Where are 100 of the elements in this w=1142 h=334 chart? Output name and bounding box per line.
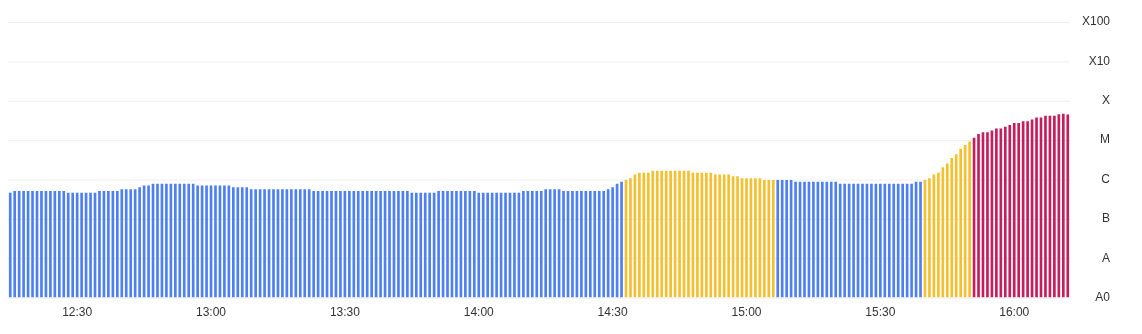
text: C: [1101, 171, 1111, 186]
bar: [124, 189, 128, 298]
bar: [348, 191, 351, 298]
bar: [1053, 115, 1056, 298]
bar: [887, 183, 891, 298]
bar: [655, 170, 659, 298]
bar: [98, 191, 101, 298]
bar: [71, 192, 75, 298]
x-tick-label: 12:30: [62, 305, 93, 320]
bar: [852, 183, 855, 298]
bar: [522, 191, 525, 298]
bar: [651, 170, 655, 298]
text: X: [1101, 93, 1110, 108]
bar: [423, 192, 427, 298]
bar: [999, 128, 1003, 298]
bar: [414, 192, 418, 298]
bar: [638, 172, 641, 298]
bar: [780, 180, 784, 298]
bar: [138, 187, 141, 298]
text: A0: [1095, 289, 1111, 304]
bar: [919, 181, 922, 298]
bar: [1044, 115, 1047, 298]
bar: [133, 189, 137, 298]
bar: [629, 178, 632, 298]
bar: [776, 180, 780, 298]
bar: [892, 183, 896, 298]
bar: [129, 189, 133, 298]
bar: [713, 174, 717, 298]
bar: [767, 180, 771, 298]
bar: [115, 191, 119, 298]
bar: [182, 183, 186, 298]
bar: [1012, 123, 1016, 298]
bar: [321, 191, 324, 298]
bar: [883, 183, 887, 298]
x-tick-label: 13:00: [196, 305, 227, 320]
bar: [1026, 121, 1029, 298]
bar: [307, 189, 311, 298]
bar: [455, 191, 458, 298]
bar: [40, 191, 43, 298]
bar: [495, 192, 498, 298]
bar: [722, 174, 726, 298]
bar: [513, 192, 516, 298]
bar: [75, 192, 79, 298]
bar: [959, 148, 963, 298]
bar: [843, 183, 846, 298]
bar: [928, 178, 931, 298]
bar: [544, 189, 548, 298]
bar: [669, 170, 672, 298]
bar: [704, 172, 708, 298]
bar: [365, 191, 369, 298]
bar: [829, 181, 833, 298]
bar: [950, 157, 954, 298]
bar: [472, 191, 476, 298]
bar: [240, 187, 244, 298]
bar: [539, 191, 543, 298]
bar: [281, 189, 284, 298]
bar: [388, 191, 391, 298]
x-tick-label: 16:00: [999, 305, 1030, 320]
bar: [339, 191, 342, 298]
bar: [419, 192, 423, 298]
x-tick-label: 15:00: [731, 305, 762, 320]
bar: [312, 191, 315, 298]
bar: [66, 192, 70, 298]
bar: [486, 192, 490, 298]
bar: [602, 191, 606, 298]
bar: [330, 191, 333, 298]
bar: [249, 189, 253, 298]
bar: [356, 191, 360, 298]
bar: [263, 189, 266, 298]
bar: [696, 172, 699, 298]
bar: [727, 174, 730, 298]
bar: [437, 191, 440, 298]
bar: [1035, 117, 1038, 298]
bar: [379, 191, 382, 298]
bar: [771, 180, 775, 298]
bar: [298, 189, 302, 298]
x-tick-label: 15:30: [865, 305, 896, 320]
bar: [553, 189, 556, 298]
bar: [196, 185, 199, 298]
bar: [410, 192, 414, 298]
bar: [147, 185, 150, 298]
bar: [995, 128, 998, 298]
bar: [620, 181, 623, 298]
bar: [49, 191, 52, 298]
bar: [838, 183, 842, 298]
bar: [223, 185, 226, 298]
x-tick-label: 13:30: [329, 305, 361, 320]
bar: [597, 191, 601, 298]
bar: [977, 134, 980, 298]
bar: [901, 183, 905, 298]
bar: [31, 191, 34, 298]
bar: [361, 191, 365, 298]
bar: [745, 178, 748, 298]
bar: [406, 191, 409, 298]
bar: [1008, 124, 1012, 298]
bar: [709, 172, 713, 298]
bar: [646, 172, 650, 298]
bar: [468, 191, 472, 298]
bar: [294, 189, 298, 298]
bar: [1066, 114, 1070, 298]
